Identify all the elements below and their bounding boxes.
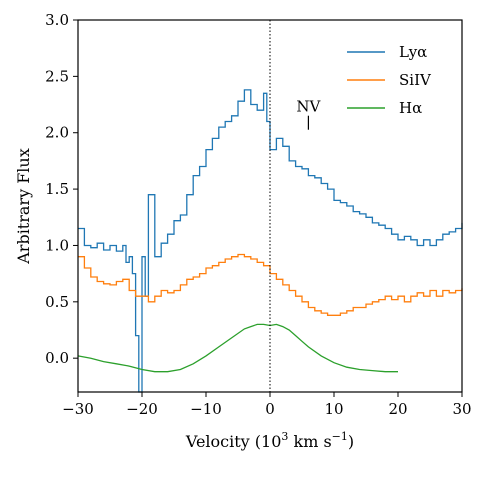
legend-label-ly: Lyα xyxy=(399,43,427,61)
x-tick-label: −30 xyxy=(62,400,94,418)
y-tick-label: 0.5 xyxy=(45,293,69,311)
y-tick-label: 1.5 xyxy=(45,180,69,198)
legend-label-siiv: SiIV xyxy=(399,71,432,89)
y-tick-label: 1.0 xyxy=(45,236,69,254)
y-tick-label: 3.0 xyxy=(45,11,69,29)
x-axis-label: Velocity (103 km s−1) xyxy=(185,430,354,451)
x-axis-label-unit: km s xyxy=(288,432,331,451)
x-axis-label-sup-3: 3 xyxy=(281,430,288,443)
x-tick-label: 10 xyxy=(324,400,343,418)
y-tick-label: 2.5 xyxy=(45,67,69,85)
x-axis-label-sup-neg1: −1 xyxy=(332,430,348,443)
y-tick-label: 0.0 xyxy=(45,349,69,367)
x-tick-label: 30 xyxy=(452,400,471,418)
x-tick-label: −10 xyxy=(190,400,222,418)
x-tick-label: 0 xyxy=(265,400,275,418)
x-axis-label-main: Velocity (10 xyxy=(185,432,282,451)
y-tick-label: 2.0 xyxy=(45,124,69,142)
y-axis-label: Arbitrary Flux xyxy=(14,148,33,265)
nv-label: NV xyxy=(296,98,321,116)
x-axis-label-close: ) xyxy=(348,432,354,451)
legend-label-h: Hα xyxy=(399,99,422,117)
x-tick-label: 20 xyxy=(388,400,407,418)
x-tick-label: −20 xyxy=(126,400,158,418)
